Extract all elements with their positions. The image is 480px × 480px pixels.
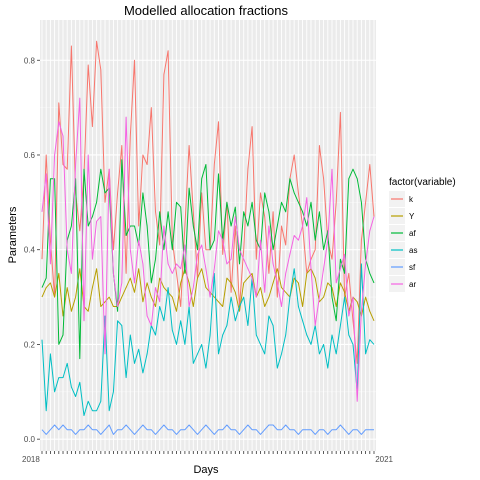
- series-lines: [41, 40, 375, 435]
- x-tick-label-last: 2021: [375, 455, 393, 464]
- x-tick-label-first: 2018: [22, 455, 40, 464]
- legend-label-sf: sf: [409, 263, 416, 272]
- panel-background: [40, 20, 376, 451]
- legend-title: factor(variable): [389, 177, 456, 188]
- x-axis: 2018 2021: [22, 451, 394, 464]
- series-line-Y: [41, 268, 375, 322]
- y-axis: 0.0 0.2 0.4 0.6 0.8: [24, 56, 40, 444]
- x-axis-title: Days: [193, 464, 219, 476]
- plot-panel: [40, 20, 376, 451]
- legend-label-af: af: [409, 229, 416, 238]
- y-tick-label: 0.2: [24, 340, 36, 349]
- series-line-k: [41, 40, 375, 364]
- y-tick-label: 0.6: [24, 151, 36, 160]
- y-tick-label: 0.8: [24, 56, 36, 65]
- series-line-af: [41, 159, 375, 360]
- y-tick-label: 0.0: [24, 435, 36, 444]
- legend-label-ar: ar: [409, 280, 416, 289]
- y-tick-label: 0.4: [24, 246, 36, 255]
- legend-label-as: as: [409, 246, 417, 255]
- y-axis-title: Parameters: [7, 206, 19, 263]
- series-line-ar: [41, 97, 375, 402]
- legend-label-k: k: [409, 195, 414, 204]
- legend-label-Y: Y: [409, 212, 415, 221]
- series-line-as: [41, 263, 375, 416]
- series-line-sf: [41, 424, 374, 435]
- chart-title: Modelled allocation fractions: [124, 3, 289, 18]
